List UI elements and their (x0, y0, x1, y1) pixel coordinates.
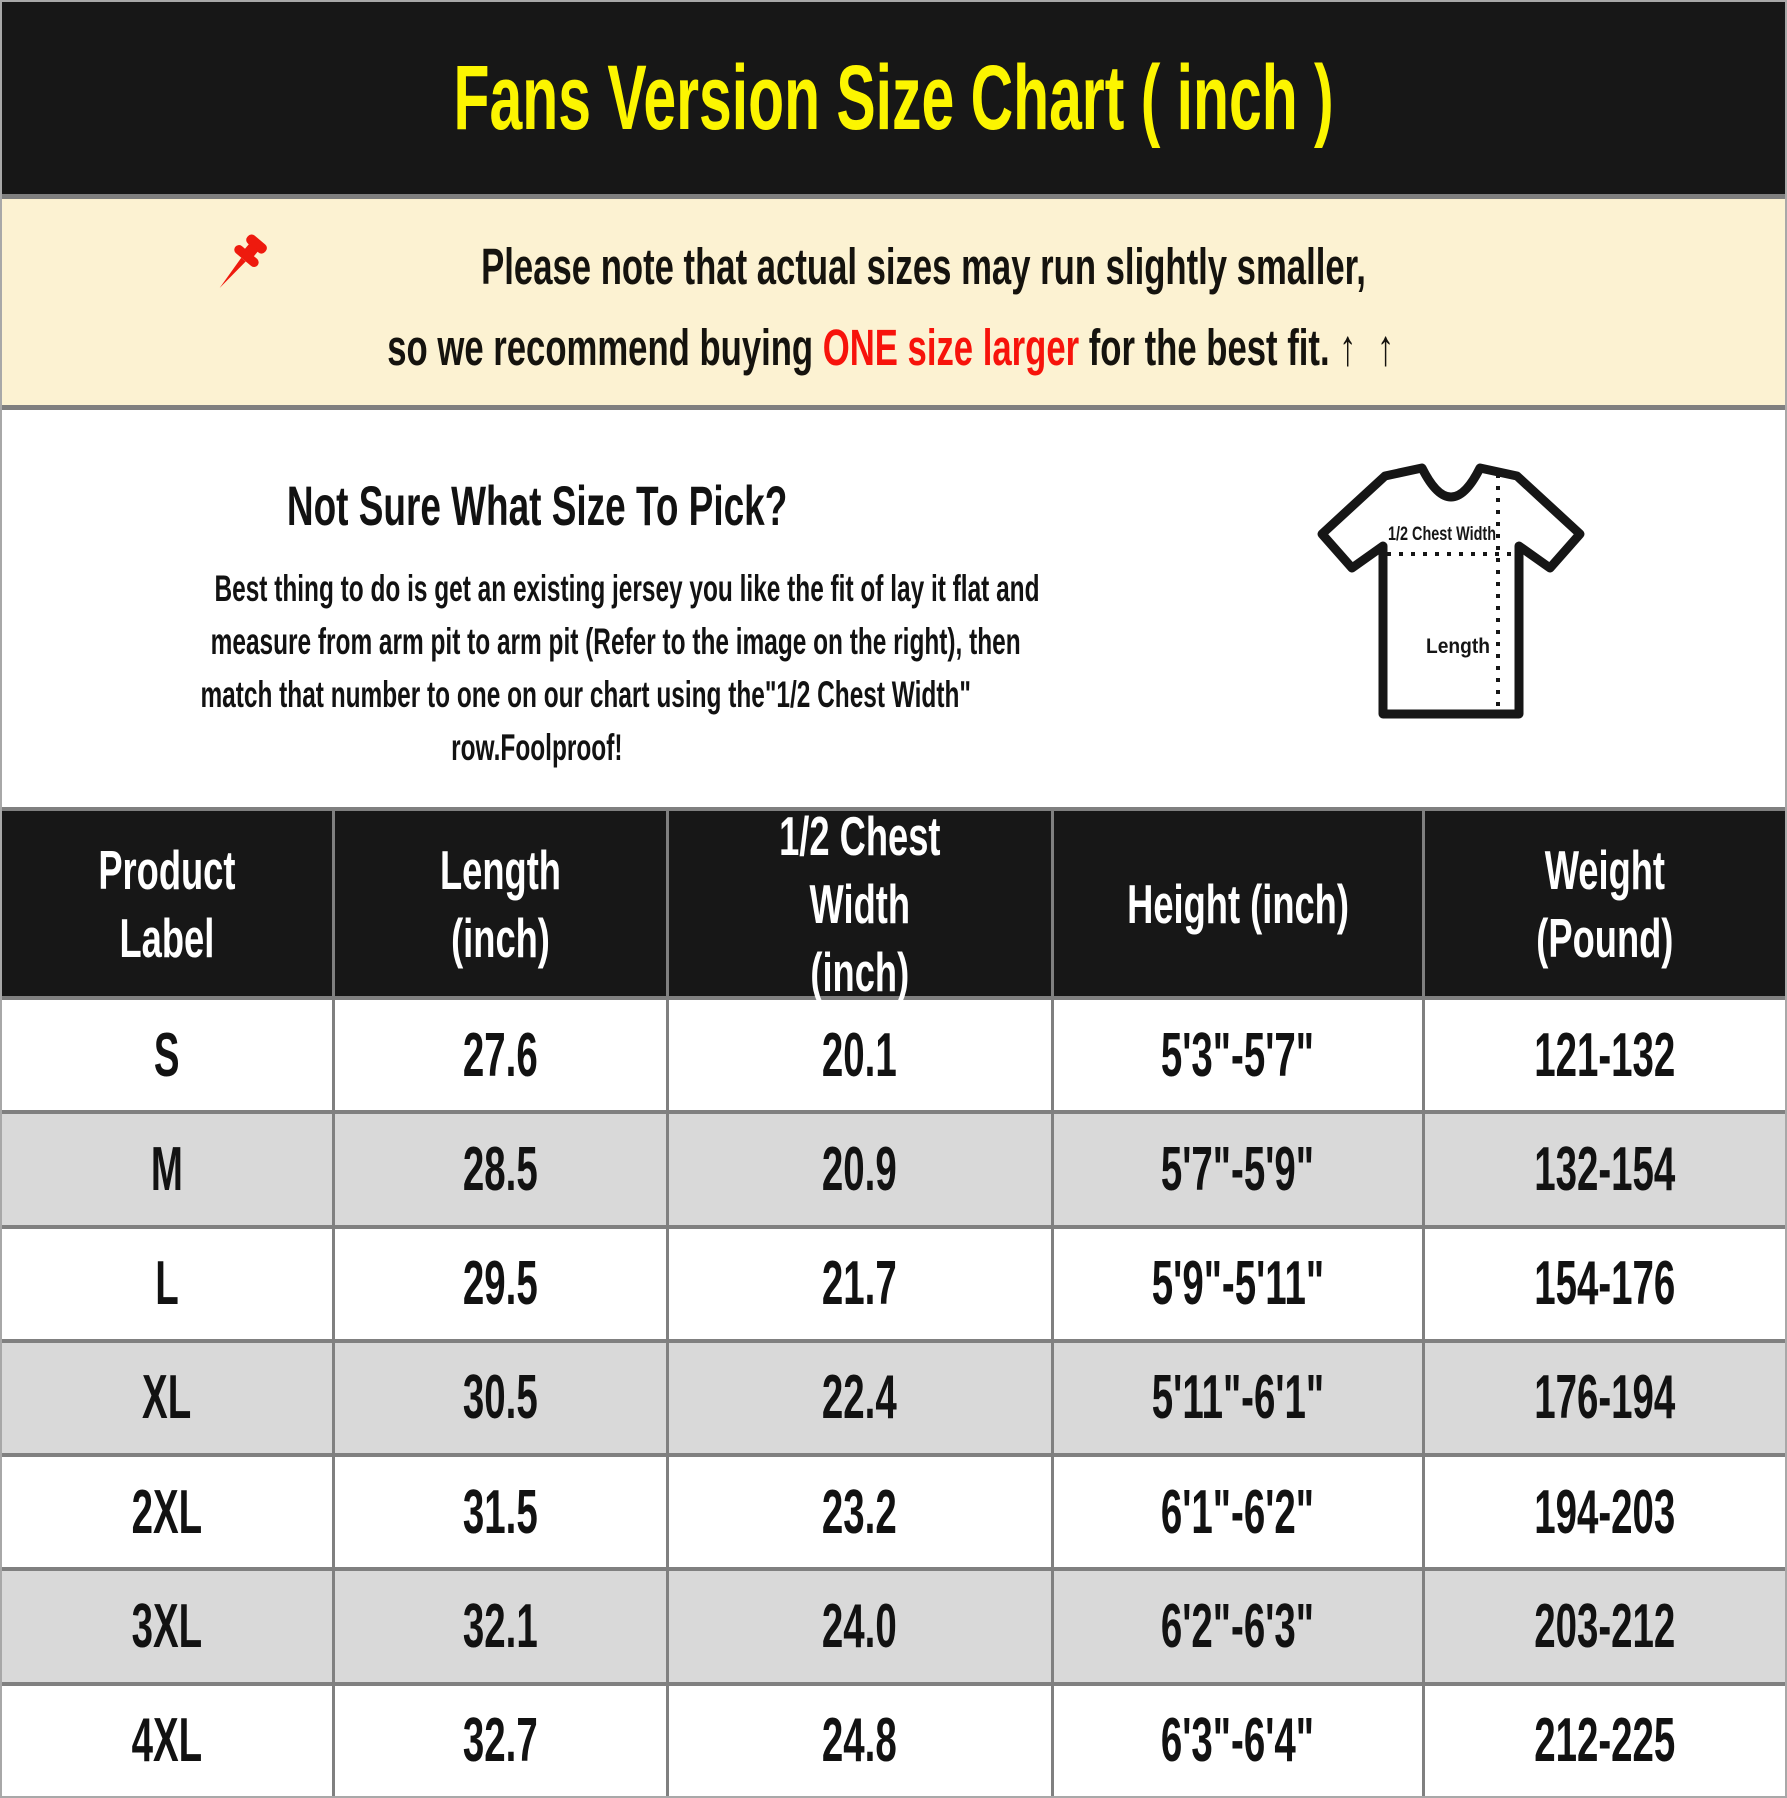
column-header-length: Length (inch) (335, 811, 667, 996)
column-header-product-label: Product Label (2, 811, 333, 996)
guide-text-block: Not Sure What Size To Pick? Best thing t… (2, 410, 1072, 807)
page-title: Fans Version Size Chart ( inch ) (453, 47, 1334, 149)
cell-height: 5'7"-5'9" (1053, 1114, 1423, 1225)
cell-length: 32.1 (335, 1571, 667, 1682)
size-table: Product Label Length (inch) 1/2 Chest Wi… (2, 805, 1785, 1796)
tshirt-measurement-icon: 1/2 Chest Width Length (1317, 463, 1585, 719)
cell-size-label: M (2, 1114, 333, 1225)
cell-weight: 212-225 (1425, 1685, 1785, 1796)
cell-weight: 132-154 (1425, 1114, 1785, 1225)
header-banner: Fans Version Size Chart ( inch ) (2, 2, 1785, 194)
cell-length: 32.7 (335, 1685, 667, 1796)
cell-chest-width: 21.7 (669, 1228, 1051, 1339)
cell-length: 29.5 (335, 1228, 667, 1339)
column-header-height: Height (inch) (1053, 811, 1423, 996)
cell-size-label: 4XL (2, 1685, 333, 1796)
cell-height: 5'9"-5'11" (1053, 1228, 1423, 1339)
cell-chest-width: 24.8 (669, 1685, 1051, 1796)
cell-height: 6'1"-6'2" (1053, 1457, 1423, 1568)
cell-weight: 154-176 (1425, 1228, 1785, 1339)
cell-length: 28.5 (335, 1114, 667, 1225)
cell-length: 30.5 (335, 1342, 667, 1454)
column-header-weight: Weight (Pound) (1425, 811, 1785, 996)
section-divider (2, 405, 1785, 410)
cell-weight: 176-194 (1425, 1342, 1785, 1454)
cell-chest-width: 20.1 (669, 1000, 1051, 1111)
note-text-2: so we recommend buying ONE size larger f… (387, 307, 1400, 389)
note-text-2-post: for the best fit. (1079, 319, 1330, 376)
cell-weight: 194-203 (1425, 1457, 1785, 1568)
guide-body-line: Best thing to do is get an existing jers… (214, 568, 1040, 609)
cell-size-label: XL (2, 1342, 333, 1454)
section-divider (2, 194, 1785, 199)
pushpin-icon (219, 234, 267, 289)
cell-height: 6'3"-6'4" (1053, 1685, 1423, 1796)
cell-length: 31.5 (335, 1457, 667, 1568)
cell-chest-width: 22.4 (669, 1342, 1051, 1454)
chest-width-label: 1/2 Chest Width (1388, 524, 1496, 545)
note-banner: Please note that actual sizes may run sl… (2, 199, 1785, 405)
note-highlight: ONE size larger (822, 319, 1080, 376)
cell-weight: 121-132 (1425, 1000, 1785, 1111)
guide-body-line: row.Foolproof! (451, 727, 623, 768)
cell-size-label: 2XL (2, 1457, 333, 1568)
guide-heading: Not Sure What Size To Pick? (286, 474, 788, 537)
cell-size-label: S (2, 1000, 333, 1111)
note-text-1: Please note that actual sizes may run sl… (481, 237, 1366, 295)
cell-chest-width: 24.0 (669, 1571, 1051, 1682)
column-header-chest-width: 1/2 Chest Width (inch) (669, 805, 1051, 1003)
cell-length: 27.6 (335, 1000, 667, 1111)
length-label: Length (1426, 635, 1490, 658)
cell-height: 6'2"-6'3" (1053, 1571, 1423, 1682)
cell-chest-width: 23.2 (669, 1457, 1051, 1568)
guide-body-line: match that number to one on our chart us… (200, 674, 971, 715)
note-line-1: Please note that actual sizes may run sl… (2, 225, 1785, 307)
cell-height: 5'11"-6'1" (1053, 1342, 1423, 1454)
cell-size-label: L (2, 1228, 333, 1339)
cell-weight: 203-212 (1425, 1571, 1785, 1682)
cell-height: 5'3"-5'7" (1053, 1000, 1423, 1111)
up-arrows-icon: ↑ ↑ (1339, 319, 1400, 376)
cell-chest-width: 20.9 (669, 1114, 1051, 1225)
note-line-2: so we recommend buying ONE size larger f… (2, 307, 1785, 389)
guide-body-line: measure from arm pit to arm pit (Refer t… (210, 621, 1021, 662)
note-text-2-pre: so we recommend buying (387, 319, 823, 376)
tshirt-diagram: 1/2 Chest Width Length (1072, 410, 1785, 807)
size-guide-section: Not Sure What Size To Pick? Best thing t… (2, 410, 1785, 807)
cell-size-label: 3XL (2, 1571, 333, 1682)
